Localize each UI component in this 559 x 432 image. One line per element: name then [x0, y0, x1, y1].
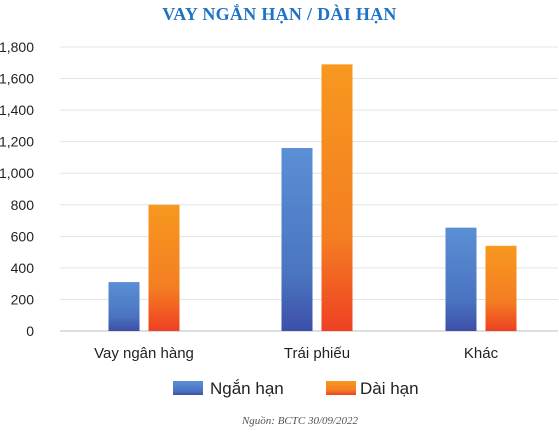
y-tick-label: 1,400	[0, 102, 34, 118]
y-tick-label: 1,800	[0, 39, 34, 55]
source-note: Nguồn: BCTC 30/09/2022	[241, 415, 359, 427]
y-tick-label: 1,200	[0, 134, 34, 150]
x-axis-labels: Vay ngân hàng Trái phiếu Khác	[94, 345, 498, 362]
y-tick-label: 1,600	[0, 71, 34, 87]
legend-swatch-1	[326, 381, 356, 395]
bar-dai-han-1	[321, 64, 353, 331]
x-category-label: Khác	[464, 345, 499, 362]
y-tick-label: 600	[11, 228, 35, 244]
y-tick-label: 800	[11, 197, 35, 213]
y-axis-ticks: 0 200 400 600 800 1,000 1,200 1,400 1,600 1,800	[0, 39, 34, 339]
x-category-label: Trái phiếu	[284, 345, 350, 362]
y-tick-label: 400	[11, 260, 35, 276]
legend-label-0: Ngắn hạn	[210, 379, 284, 398]
legend: Ngắn hạn Dài hạn	[173, 379, 419, 398]
y-tick-label: 200	[11, 291, 35, 307]
bar-ngan-han-0	[108, 282, 140, 331]
legend-swatch-0	[173, 381, 203, 395]
bar-ngan-han-1	[281, 147, 313, 331]
y-tick-label: 0	[26, 323, 34, 339]
bar-dai-han-0	[148, 204, 180, 331]
bar-dai-han-2	[485, 245, 517, 331]
bar-ngan-han-2	[445, 227, 477, 331]
x-category-label: Vay ngân hàng	[94, 345, 194, 362]
legend-label-1: Dài hạn	[360, 379, 419, 398]
bars	[108, 64, 517, 331]
y-tick-label: 1,000	[0, 165, 34, 181]
chart-title: VAY NGẮN HẠN / DÀI HẠN	[162, 4, 397, 24]
